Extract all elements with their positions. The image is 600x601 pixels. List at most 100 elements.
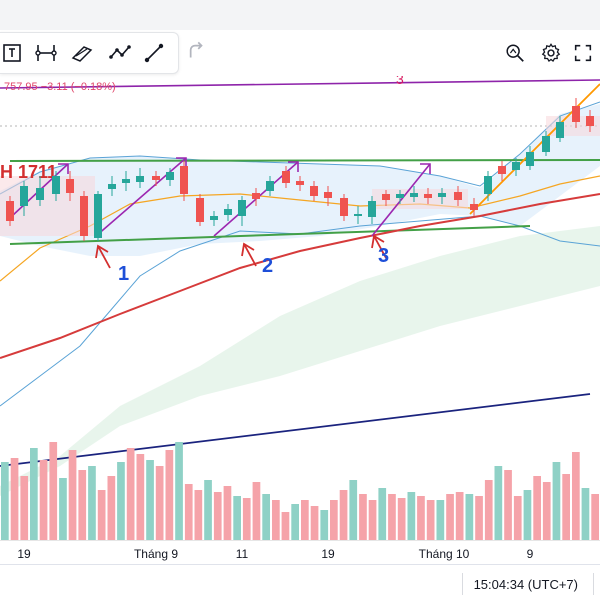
volume-bar <box>78 470 87 540</box>
cursor-text-tool-button[interactable] <box>0 33 30 73</box>
volume-bar <box>320 510 329 540</box>
volume-bar <box>30 448 38 540</box>
x-label-19-aug: 19 <box>17 547 31 561</box>
volume-bar <box>233 496 241 540</box>
range-box-left <box>0 176 95 236</box>
volume-bar <box>49 442 58 540</box>
volume-bar <box>97 490 106 540</box>
measure-tool-button[interactable] <box>28 33 64 73</box>
volume-bar <box>194 490 203 540</box>
mark-2-label: 2 <box>262 255 273 277</box>
bollinger-upper <box>0 101 600 195</box>
volume-bar <box>10 458 19 540</box>
volume-bar <box>378 488 387 540</box>
fullscreen-icon <box>574 44 592 62</box>
price-change-readout: 757.95 −3.11 (−0.18%) <box>4 81 116 93</box>
volume-bar <box>59 478 67 540</box>
volume-bar <box>88 466 96 540</box>
path-tool-button[interactable] <box>102 33 138 73</box>
volume-bar <box>39 460 48 540</box>
volume-bar <box>175 442 183 540</box>
volume-bar <box>272 500 280 540</box>
volume-bar <box>281 512 290 540</box>
volume-bar <box>204 480 212 540</box>
volume-bar <box>213 492 222 540</box>
volume-bar <box>465 494 474 540</box>
volume-bar <box>513 496 522 540</box>
volume-bar <box>542 482 551 540</box>
volume-bar <box>475 496 483 540</box>
camera-button[interactable] <box>596 38 600 68</box>
volume-bar <box>310 506 319 540</box>
volume-bar <box>349 480 358 540</box>
volume-bar <box>388 494 396 540</box>
purple-resistance-line <box>0 79 600 89</box>
clock-time[interactable]: 15:04:34 (UTC+7) <box>473 577 578 592</box>
volume-bar <box>562 474 570 540</box>
volume-bar <box>242 498 251 540</box>
volume-bar <box>407 492 416 540</box>
window-top-strip <box>0 0 600 31</box>
support-arrows <box>95 234 387 269</box>
volume-bar <box>436 500 445 540</box>
drawing-tools-group <box>0 32 179 74</box>
trend-line-tool-button[interactable] <box>136 33 172 73</box>
green-support-line <box>9 225 531 245</box>
volume-bar <box>165 450 174 540</box>
volume-bar <box>484 480 493 540</box>
bollinger-lower <box>0 215 600 407</box>
settings-button[interactable] <box>536 38 566 68</box>
parallel-channel-icon <box>71 46 93 62</box>
status-footer: 15:04:34 (UTC+7) <box>0 564 600 601</box>
cursor-text-icon <box>3 44 21 62</box>
red-trend-line <box>0 193 600 359</box>
mark-3-label: 3 <box>378 245 389 267</box>
mark-1-label: 1 <box>118 263 129 285</box>
volume-bar <box>359 494 367 540</box>
volume-bar <box>20 476 29 540</box>
volume-bar <box>252 482 261 540</box>
volume-bar <box>184 484 193 540</box>
volume-bar <box>494 466 503 540</box>
top-mark-label: 3 <box>396 76 404 87</box>
measure-icon <box>35 45 57 61</box>
volume-bar <box>504 470 512 540</box>
volume-bar <box>591 494 599 540</box>
volume-bar <box>572 452 580 540</box>
volume-bar <box>126 448 135 540</box>
volume-bar <box>155 466 164 540</box>
high-label: H 1711 <box>0 162 57 182</box>
volume-bar <box>262 494 270 540</box>
redo-icon[interactable] <box>182 38 208 64</box>
volume-bar <box>223 486 232 540</box>
zoom-button[interactable] <box>500 38 530 68</box>
volume-bar <box>426 500 435 540</box>
x-label-thang-9: Tháng 9 <box>133 547 179 561</box>
green-resistance-line <box>9 159 600 162</box>
volume-bar <box>581 488 590 540</box>
volume-bar <box>552 462 561 540</box>
volume-bar <box>291 504 299 540</box>
volume-bar <box>1 462 9 540</box>
volume-bar <box>455 492 464 540</box>
volume-bar <box>301 500 309 540</box>
volume-bars <box>1 442 599 540</box>
volume-bar <box>533 476 541 540</box>
x-label-19-sep: 19 <box>321 547 335 561</box>
trend-line-icon <box>144 43 164 63</box>
drawing-toolbar <box>0 30 600 76</box>
footer-separator <box>462 573 463 595</box>
volume-bar <box>136 454 145 540</box>
volume-bar <box>146 460 154 540</box>
path-icon <box>109 45 131 59</box>
volume-bar <box>368 500 377 540</box>
price-chart[interactable]: 3 757.95 −3.11 (−0.18%) H 1711 <box>0 76 600 540</box>
gear-icon <box>541 43 561 63</box>
volume-bar <box>417 496 425 540</box>
parallel-channel-tool-button[interactable] <box>64 33 100 73</box>
volume-bar <box>117 462 125 540</box>
candlesticks <box>6 98 594 241</box>
volume-bar <box>339 490 348 540</box>
x-label-thang-10: Tháng 10 <box>418 547 470 561</box>
fullscreen-button[interactable] <box>568 38 598 68</box>
